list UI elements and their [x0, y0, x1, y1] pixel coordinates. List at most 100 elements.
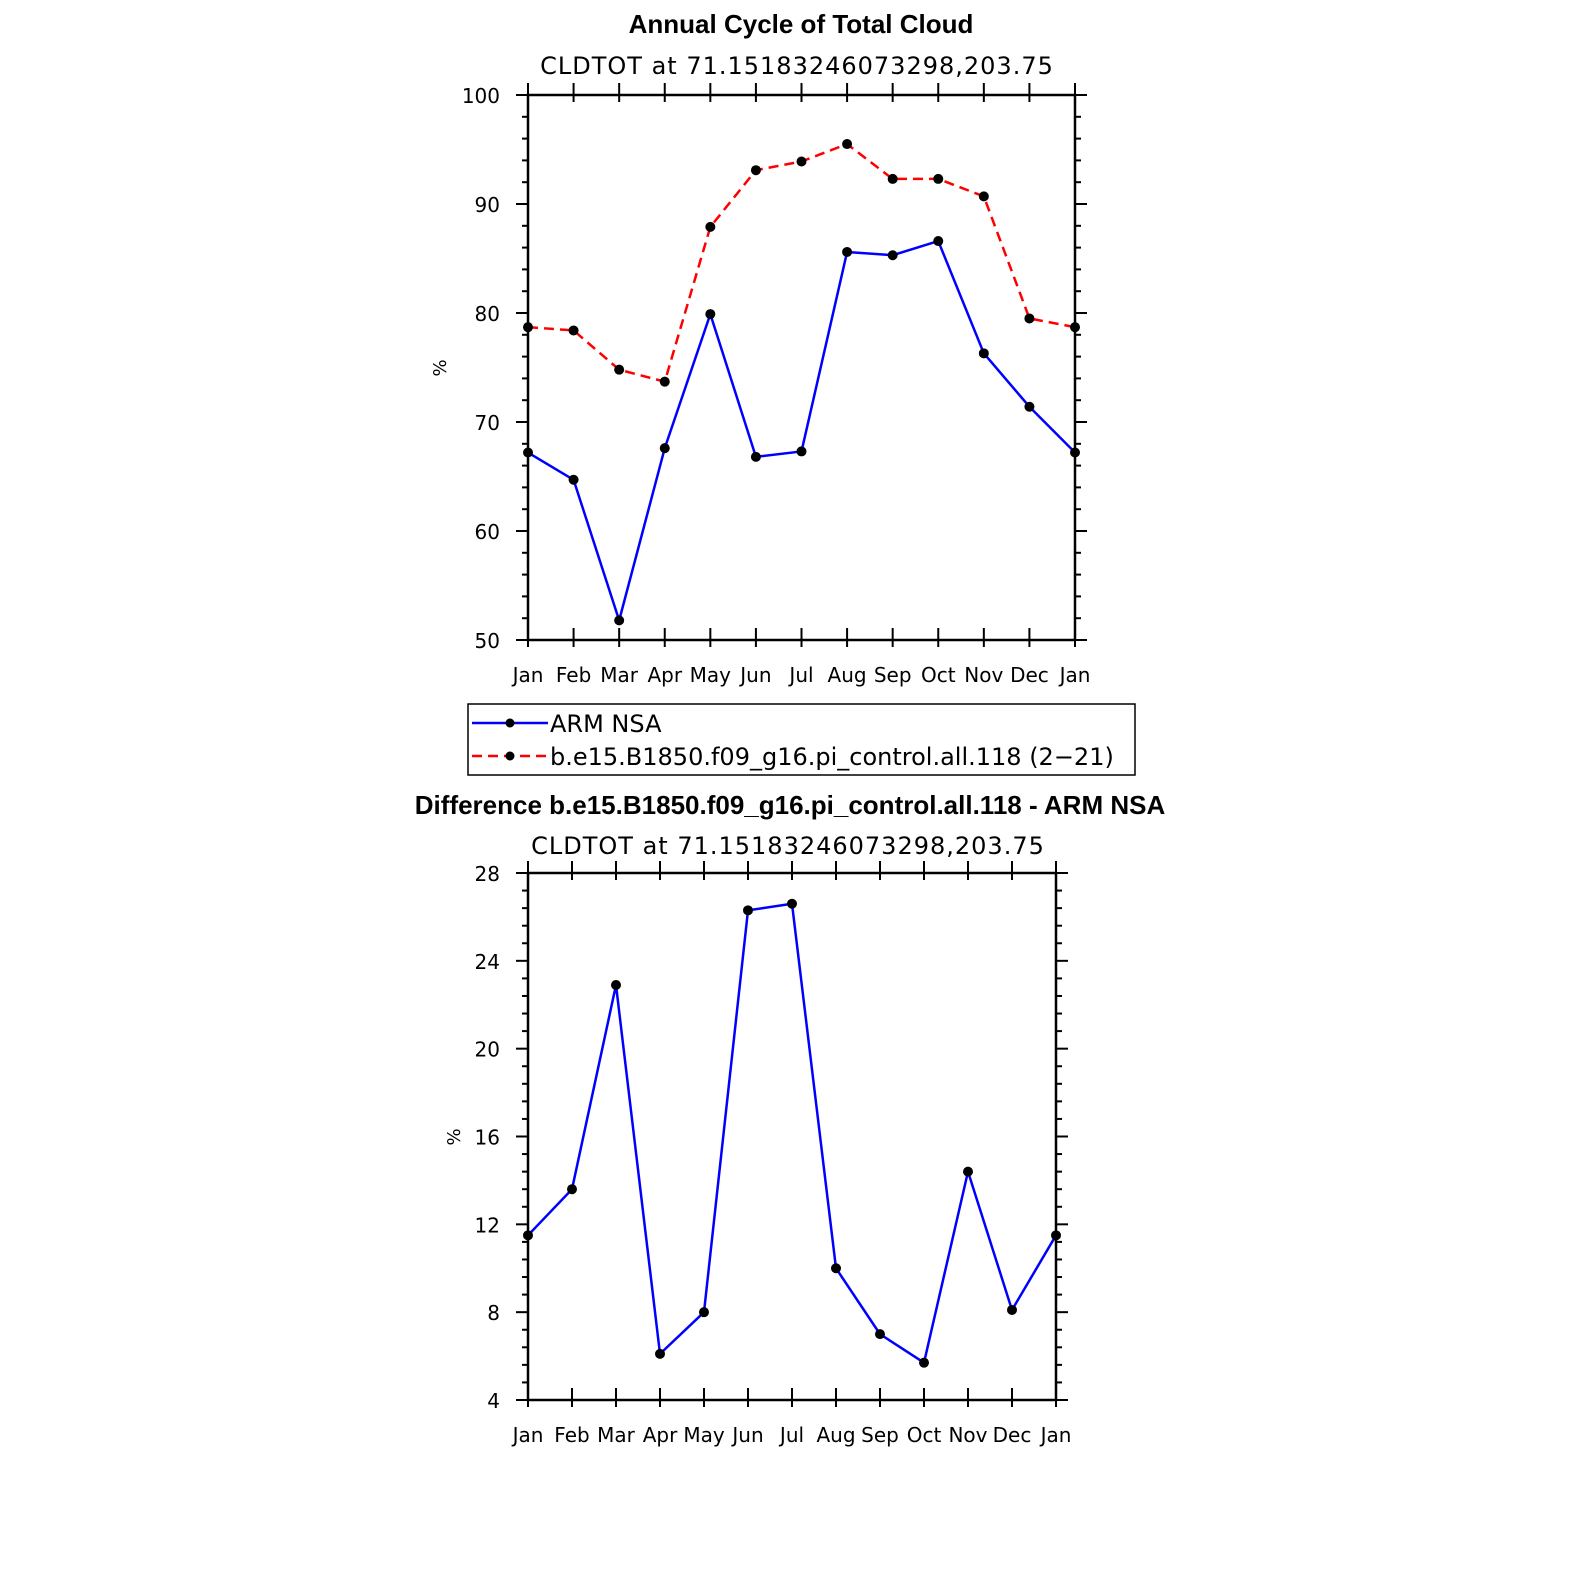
difference-chart: Difference b.e15.B1850.f09_g16.pi_contro…: [415, 790, 1166, 1447]
data-point: [978, 191, 989, 202]
x-tick-label: Nov: [964, 663, 1003, 687]
legend-item-model: b.e15.B1850.f09_g16.pi_control.all.118 (…: [472, 743, 1114, 771]
data-point: [743, 905, 753, 916]
chart-subtitle: CLDTOT at 71.15183246073298,203.75: [531, 832, 1045, 860]
x-tick-label: Apr: [643, 1423, 678, 1447]
y-tick-label: 24: [475, 950, 500, 974]
chart-title: Difference b.e15.B1850.f09_g16.pi_contro…: [415, 790, 1166, 820]
legend-item-arm-nsa: ARM NSA: [472, 710, 662, 738]
data-point: [614, 615, 625, 626]
x-tick-label: Dec: [993, 1423, 1032, 1447]
y-tick-label: 100: [462, 84, 500, 108]
data-point: [750, 165, 761, 176]
x-tick-label: Jan: [511, 663, 544, 687]
x-tick-label: Aug: [828, 663, 867, 687]
series-line: [527, 239, 1076, 622]
data-point: [887, 173, 898, 184]
data-point: [611, 979, 621, 990]
data-point: [659, 443, 670, 454]
x-tick-label: Jan: [1058, 663, 1091, 687]
legend-marker: [505, 751, 515, 761]
legend-label: ARM NSA: [550, 710, 662, 738]
data-point: [978, 348, 989, 359]
data-point: [705, 309, 716, 320]
legend-marker: [505, 718, 515, 728]
data-point: [842, 246, 853, 257]
data-point: [933, 236, 944, 247]
data-point: [963, 1166, 973, 1177]
y-tick-label: 20: [475, 1038, 500, 1062]
data-point: [842, 139, 853, 150]
data-point: [523, 447, 533, 458]
y-tick-label: 80: [475, 302, 500, 326]
x-tick-label: Oct: [921, 663, 956, 687]
x-tick-label: Jun: [738, 663, 771, 687]
plot-frame: [526, 871, 1058, 1402]
series-line: [527, 142, 1076, 383]
x-tick-label: Jan: [1039, 1423, 1072, 1447]
data-point: [705, 221, 716, 232]
y-axis-label: %: [430, 359, 451, 376]
data-point: [659, 376, 670, 387]
series-line: [527, 902, 1058, 1364]
y-tick-label: 8: [487, 1301, 500, 1325]
x-tick-label: May: [683, 1423, 725, 1447]
data-point: [1024, 401, 1035, 412]
data-point: [568, 474, 579, 485]
x-tick-label: Mar: [600, 663, 639, 687]
data-point: [933, 173, 944, 184]
x-tick-label: Jul: [787, 663, 813, 687]
data-point: [887, 250, 898, 261]
x-tick-label: Nov: [948, 1423, 987, 1447]
data-point: [523, 322, 533, 333]
data-point: [1070, 447, 1080, 458]
y-tick-label: 70: [475, 411, 500, 435]
legend-box: [467, 703, 1136, 776]
data-point: [1051, 1230, 1061, 1241]
data-point: [796, 156, 807, 167]
data-point: [831, 1263, 841, 1274]
plot-area: Jan Feb Mar Apr May Jun Jul Aug Sep Oct Nov Dec Jan 5…: [462, 83, 1091, 687]
y-tick-label: 12: [475, 1213, 500, 1237]
data-point: [1024, 313, 1035, 324]
data-point: [787, 898, 797, 909]
x-tick-label: Aug: [816, 1423, 855, 1447]
x-tick-label: Sep: [874, 663, 912, 687]
y-tick-label: 16: [475, 1126, 500, 1150]
x-tick-label: Oct: [907, 1423, 942, 1447]
x-tick-label: Jul: [778, 1423, 804, 1447]
x-tick-label: Feb: [554, 1423, 589, 1447]
data-point: [568, 325, 579, 336]
data-point: [1007, 1304, 1017, 1315]
data-point: [796, 446, 807, 457]
data-point: [875, 1329, 885, 1340]
annual-cycle-chart: Annual Cycle of Total Cloud CLDTOT at 71…: [430, 9, 1090, 687]
x-tick-label: Jan: [511, 1423, 544, 1447]
y-tick-label: 60: [475, 520, 500, 544]
data-point: [1070, 322, 1080, 333]
y-axis-label: %: [444, 1128, 465, 1145]
legend-label: b.e15.B1850.f09_g16.pi_control.all.118 (…: [550, 743, 1114, 771]
data-point: [523, 1230, 533, 1241]
data-point: [750, 451, 761, 462]
x-tick-label: Sep: [861, 1423, 899, 1447]
x-tick-label: Mar: [597, 1423, 636, 1447]
y-tick-label: 90: [475, 193, 500, 217]
series-group: [523, 139, 1080, 626]
x-tick-label: Jun: [730, 1423, 763, 1447]
y-tick-label: 4: [487, 1389, 500, 1413]
chart-subtitle: CLDTOT at 71.15183246073298,203.75: [540, 52, 1054, 80]
plot-area: Jan Feb Mar Apr May Jun Jul Aug Sep Oct Nov Dec Jan 4…: [475, 861, 1072, 1447]
y-tick-label: 28: [475, 862, 500, 886]
legend: ARM NSA b.e15.B1850.f09_g16.pi_control.a…: [467, 703, 1136, 776]
x-tick-label: Dec: [1010, 663, 1049, 687]
x-tick-label: May: [690, 663, 732, 687]
data-point: [699, 1307, 709, 1318]
data-point: [655, 1348, 665, 1359]
chart-title: Annual Cycle of Total Cloud: [629, 9, 974, 39]
x-tick-label: Feb: [556, 663, 591, 687]
series-group: [523, 898, 1061, 1368]
data-point: [919, 1357, 929, 1368]
plot-frame: [526, 93, 1077, 642]
